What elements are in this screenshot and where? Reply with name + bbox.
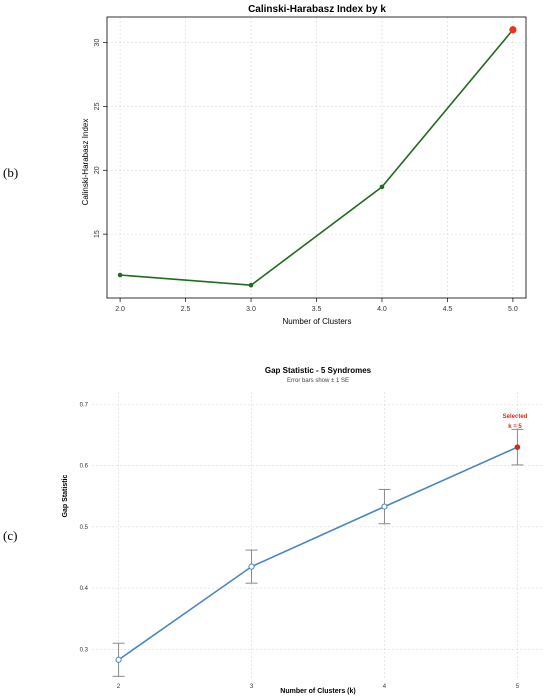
gap-ytick-label-4: 0.7 (80, 402, 89, 408)
gap-ytick-label-2: 0.5 (80, 525, 89, 531)
gap-xtick-label-1: 3 (250, 684, 254, 690)
ch-plot: 2.0 2.5 3.0 3.5 4.0 4.5 5.0 15 20 25 30 (94, 16, 527, 313)
ch-xtick-label-5: 4.5 (443, 306, 453, 313)
gap-subtitle: Error bars show ± 1 SE (287, 378, 349, 384)
ch-xtick-label-0: 2.0 (115, 306, 125, 313)
ch-point-2 (379, 184, 385, 190)
ch-series-line (120, 29, 514, 287)
calinski-harabasz-chart: Calinski-Harabasz Index by k Calinski-Ha… (81, 4, 527, 326)
gap-point-highlight (514, 444, 521, 450)
ch-ytick-label-3: 30 (94, 39, 101, 47)
ch-ytick-label-0: 15 (94, 230, 101, 238)
ch-ytick-label-1: 20 (94, 166, 101, 174)
gap-ytick-label-3: 0.6 (80, 464, 89, 470)
ch-xtick-label-1: 2.5 (181, 306, 191, 313)
ch-xtick-label-6: 5.0 (508, 306, 518, 313)
ch-xlabel: Number of Clusters (283, 317, 352, 326)
gap-point-2 (381, 503, 388, 510)
ch-xtick-label-2: 3.0 (246, 306, 256, 313)
ch-title: Calinski-Harabasz Index by k (248, 4, 386, 15)
ch-point-1 (248, 282, 254, 288)
ch-xtick-label-4: 4.0 (377, 306, 387, 313)
gap-point-1 (248, 563, 255, 570)
gap-xtick-label-2: 4 (383, 684, 387, 690)
panel-label-c: (c) (3, 528, 18, 543)
gap-title: Gap Statistic - 5 Syndromes (265, 366, 372, 375)
gap-plot: 2 3 4 5 0.3 0.4 0.5 0.6 0.7 (80, 392, 544, 690)
ch-ylabel: Calinski-Harabasz Index (81, 119, 90, 206)
ch-xtick-label-3: 3.5 (312, 306, 322, 313)
gap-series-line (118, 446, 518, 661)
ch-point-0 (117, 272, 123, 278)
gap-ylabel: Gap Statistic (62, 475, 69, 518)
gap-ytick-label-1: 0.4 (80, 586, 89, 592)
ch-point-highlight (509, 26, 517, 34)
gap-xtick-label-0: 2 (117, 684, 121, 690)
gap-annotation-line1: Selected (503, 414, 528, 420)
gap-xtick-label-3: 5 (516, 684, 520, 690)
gap-xlabel: Number of Clusters (k) (280, 688, 355, 695)
ch-ytick-label-2: 25 (94, 102, 101, 110)
gap-point-0 (115, 656, 122, 663)
gap-annotation-line2: k = 5 (508, 424, 522, 430)
panel-label-b: (b) (3, 165, 19, 180)
gap-ytick-label-0: 0.3 (80, 647, 89, 653)
